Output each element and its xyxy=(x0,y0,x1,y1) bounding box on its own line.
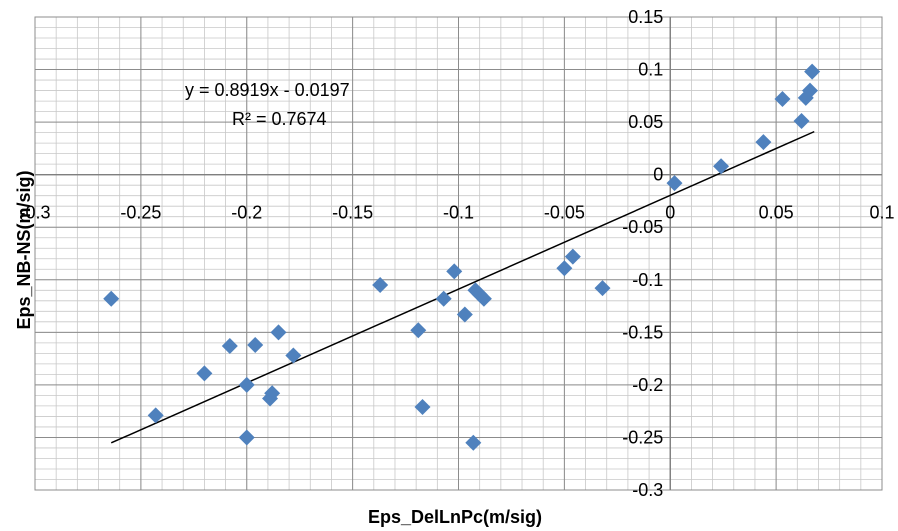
data-points xyxy=(103,63,821,451)
x-tick-label: 0.05 xyxy=(759,203,794,223)
y-tick-label: 0.15 xyxy=(628,7,663,27)
y-tick-label: 0 xyxy=(653,165,663,185)
data-point-marker xyxy=(262,390,279,407)
y-tick-label: 0.1 xyxy=(638,60,663,80)
x-tick-labels: -0.3 -0.25 -0.2 -0.15 -0.1 -0.05 0 0.05 0.1 xyxy=(19,203,894,223)
data-point-marker xyxy=(435,290,452,307)
y-tick-label: -0.25 xyxy=(622,427,663,447)
r-squared-label: R² = 0.7674 xyxy=(232,109,327,129)
y-tick-label: -0.1 xyxy=(632,270,663,290)
x-tick-label: 0 xyxy=(665,203,675,223)
data-point-marker xyxy=(802,82,819,99)
y-tick-label: 0.05 xyxy=(628,112,663,132)
y-axis-title: Eps_NB-NS(m/sig) xyxy=(14,170,34,329)
data-point-marker xyxy=(556,260,573,277)
data-point-marker xyxy=(666,175,683,192)
x-tick-label: -0.3 xyxy=(19,203,50,223)
data-point-marker xyxy=(372,277,389,294)
plot-area-border xyxy=(34,16,883,491)
data-point-marker xyxy=(147,407,164,424)
data-point-marker xyxy=(196,365,213,382)
data-point-marker xyxy=(564,248,581,265)
x-tick-label: -0.05 xyxy=(544,203,585,223)
data-point-marker xyxy=(475,290,492,307)
data-point-marker xyxy=(238,429,255,446)
data-point-marker xyxy=(755,134,772,151)
x-tick-label: 0.1 xyxy=(869,203,894,223)
data-point-marker xyxy=(804,63,821,80)
x-tick-label: -0.2 xyxy=(231,203,262,223)
data-point-marker xyxy=(446,263,463,280)
data-point-marker xyxy=(465,434,482,451)
trendline-line xyxy=(110,130,815,444)
trendline xyxy=(110,130,815,444)
x-tick-label: -0.1 xyxy=(443,203,474,223)
y-tick-label: -0.2 xyxy=(632,375,663,395)
data-point-marker xyxy=(410,322,427,339)
y-tick-label: -0.05 xyxy=(622,217,663,237)
y-tick-label: -0.15 xyxy=(622,322,663,342)
x-tick-label: -0.15 xyxy=(332,203,373,223)
trendline-equation: y = 0.8919x - 0.0197 xyxy=(185,80,350,100)
data-point-marker xyxy=(713,158,730,175)
data-point-marker xyxy=(456,306,473,323)
data-point-marker xyxy=(285,347,302,364)
data-point-marker xyxy=(793,113,810,130)
y-tick-label: -0.3 xyxy=(632,480,663,500)
data-point-marker xyxy=(238,376,255,393)
data-point-marker xyxy=(247,336,264,353)
data-point-marker xyxy=(774,90,791,107)
data-point-marker xyxy=(414,398,431,415)
data-point-marker xyxy=(103,290,120,307)
data-point-marker xyxy=(594,280,611,297)
x-tick-label: -0.25 xyxy=(120,203,161,223)
y-tick-labels: 0.15 0.1 0.05 0 -0.05 -0.1 -0.15 -0.2 -0.25 -0.3 xyxy=(622,7,663,500)
data-point-marker xyxy=(221,337,238,354)
x-axis-title: Eps_DelLnPc(m/sig) xyxy=(368,507,542,527)
data-point-marker xyxy=(270,324,287,341)
